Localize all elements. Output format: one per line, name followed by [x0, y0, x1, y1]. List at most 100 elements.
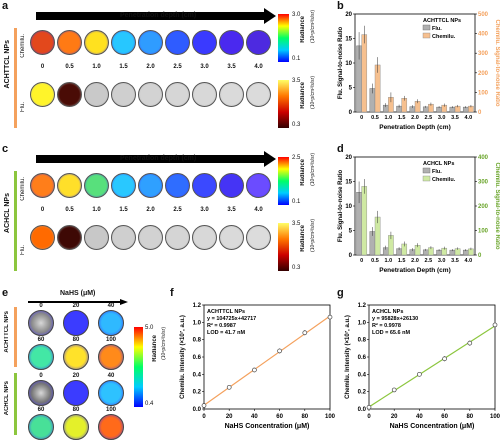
flu-dish-2	[84, 225, 109, 250]
y-tick-label-right: 300	[478, 180, 489, 186]
x-tick-label: 0	[367, 414, 371, 420]
group-accent-bar	[14, 28, 17, 128]
cb-top-min: 0.1	[292, 199, 301, 205]
bar-chemilu	[361, 34, 368, 113]
nahs-dish	[63, 344, 89, 370]
x-tick-label: 2.0	[411, 258, 419, 264]
panel-label-g: g	[337, 287, 344, 299]
y-tick-label: 0.2	[193, 390, 202, 396]
legend-title: ACHTTCL NPs	[207, 309, 245, 315]
conc-label: 100	[105, 407, 116, 413]
arrow-label: Penetration depth (cm)	[120, 155, 197, 162]
chemilu-dish-2	[84, 173, 109, 198]
y-tick-label-right: 0	[478, 253, 482, 259]
depth-label: 1.5	[119, 64, 128, 70]
depth-label: 2.0	[146, 64, 155, 70]
nahs-dish	[98, 380, 124, 406]
flu-dish-8	[246, 82, 271, 107]
x-tick-label: 80	[301, 414, 308, 420]
nahs-dish	[63, 380, 89, 406]
row-label-chemilu: Chemilu.	[20, 177, 26, 201]
flu-dish-1	[57, 225, 82, 250]
y-tick-label-right: 400	[478, 155, 489, 161]
cb-e-unit: (10⁶p/cm²/s/sr)	[161, 327, 167, 360]
bar-chemilu	[361, 186, 368, 256]
panel-a-imaging: Penetration depth (cm) ACHTTCL NPs Chemi…	[0, 0, 335, 140]
x-tick-label: 2.5	[425, 115, 433, 121]
y-tick-label-right: 200	[478, 71, 489, 77]
panel-e-imaging: NaHS (μM) ACHTTCL NPs ACHCL NPs 0 20 40 60 8…	[0, 287, 170, 440]
x-axis-label: NaHS Concentration (μM)	[225, 423, 310, 430]
y-tick-label-left: 20	[345, 155, 352, 161]
x-tick-label: 1.5	[398, 258, 406, 264]
legend-label-flu: Flu.	[432, 169, 442, 175]
nahs-dish	[98, 344, 124, 370]
chemilu-dish-1	[57, 173, 82, 198]
conc-label: 60	[37, 407, 45, 413]
legend-label-chemilu: Chemilu.	[432, 34, 456, 40]
depth-label: 3.0	[200, 64, 209, 70]
depth-label: 1.5	[119, 207, 128, 213]
x-tick-label: 100	[325, 414, 335, 420]
cb-bottom-min: 0.3	[292, 122, 301, 128]
depth-label: 2.5	[173, 207, 182, 213]
x-tick-label: 0	[360, 115, 363, 121]
chemilu-dish-3	[111, 173, 136, 198]
fit-line	[368, 325, 496, 408]
y-tick-label-left: 15	[345, 180, 352, 186]
conc-label: 40	[107, 373, 115, 379]
panel-label-c: c	[2, 143, 9, 155]
flu-dish-0	[30, 225, 55, 250]
flu-dish-6	[192, 82, 217, 107]
chemilu-dish-6	[192, 30, 217, 55]
group1-accent-bar	[14, 307, 17, 367]
row-label-flu: Flu.	[20, 245, 26, 256]
x-tick-label: 80	[466, 414, 473, 420]
data-point	[277, 348, 282, 354]
flu-dish-2	[84, 82, 109, 107]
flu-dish-0	[30, 82, 55, 107]
nahs-dish	[28, 380, 54, 406]
y-tick-label: 0.4	[193, 372, 202, 378]
x-tick-label: 4.0	[465, 258, 473, 264]
y-tick-label: 1.0	[193, 320, 202, 326]
y-tick-label-right: 0	[478, 110, 482, 116]
cb-top-label: Radiance	[300, 159, 306, 186]
x-tick-label: 40	[416, 414, 423, 420]
legend-label-chemilu: Chemilu.	[432, 177, 456, 183]
y-tick-label: 1.0	[358, 320, 367, 326]
data-point	[327, 314, 333, 320]
panel-label-f: f	[170, 287, 174, 299]
depth-label: 4.0	[254, 207, 263, 213]
conc-label: 40	[107, 303, 115, 309]
conc-label: 0	[39, 303, 43, 309]
conc-label: 60	[37, 337, 45, 343]
cb-bottom-unit: (10⁸p/cm²/s/sr)	[310, 76, 316, 109]
penetration-arrow	[36, 8, 276, 24]
y-tick-label: 0.4	[358, 372, 367, 378]
y-axis-label-right: Chemilu. Signal-to-noise Ratio	[494, 19, 500, 106]
flu-dish-7	[219, 82, 244, 107]
x-tick-label: 3.0	[438, 258, 446, 264]
group-label: ACHCL NPs	[4, 193, 11, 233]
legend-swatch-chemilu	[422, 175, 431, 182]
nahs-dish	[63, 310, 89, 336]
chemilu-image-row	[30, 173, 271, 206]
legend-title: ACHCL NPs	[423, 161, 454, 167]
depth-label: 3.5	[227, 207, 236, 213]
cb-top-unit: (10⁸p/cm²/s/sr)	[310, 10, 316, 43]
x-tick-label: 0	[202, 414, 206, 420]
flu-dish-6	[192, 225, 217, 250]
y-tick-label-left: 0	[349, 253, 353, 259]
depth-label-row: 0 0.5 1.0 1.5 2.0 2.5 3.0 3.5 4.0	[30, 207, 270, 217]
x-tick-label: 3.5	[451, 258, 459, 264]
group-accent-bar	[14, 171, 17, 271]
nahs-dish	[98, 414, 124, 440]
flu-dish-4	[138, 225, 163, 250]
cb-bottom-min: 0.3	[292, 265, 301, 271]
x-tick-label: 60	[276, 414, 283, 420]
nahs-title: NaHS (μM)	[60, 290, 96, 297]
panel-label-d: d	[337, 143, 344, 155]
x-tick-label: 0.5	[371, 258, 379, 264]
